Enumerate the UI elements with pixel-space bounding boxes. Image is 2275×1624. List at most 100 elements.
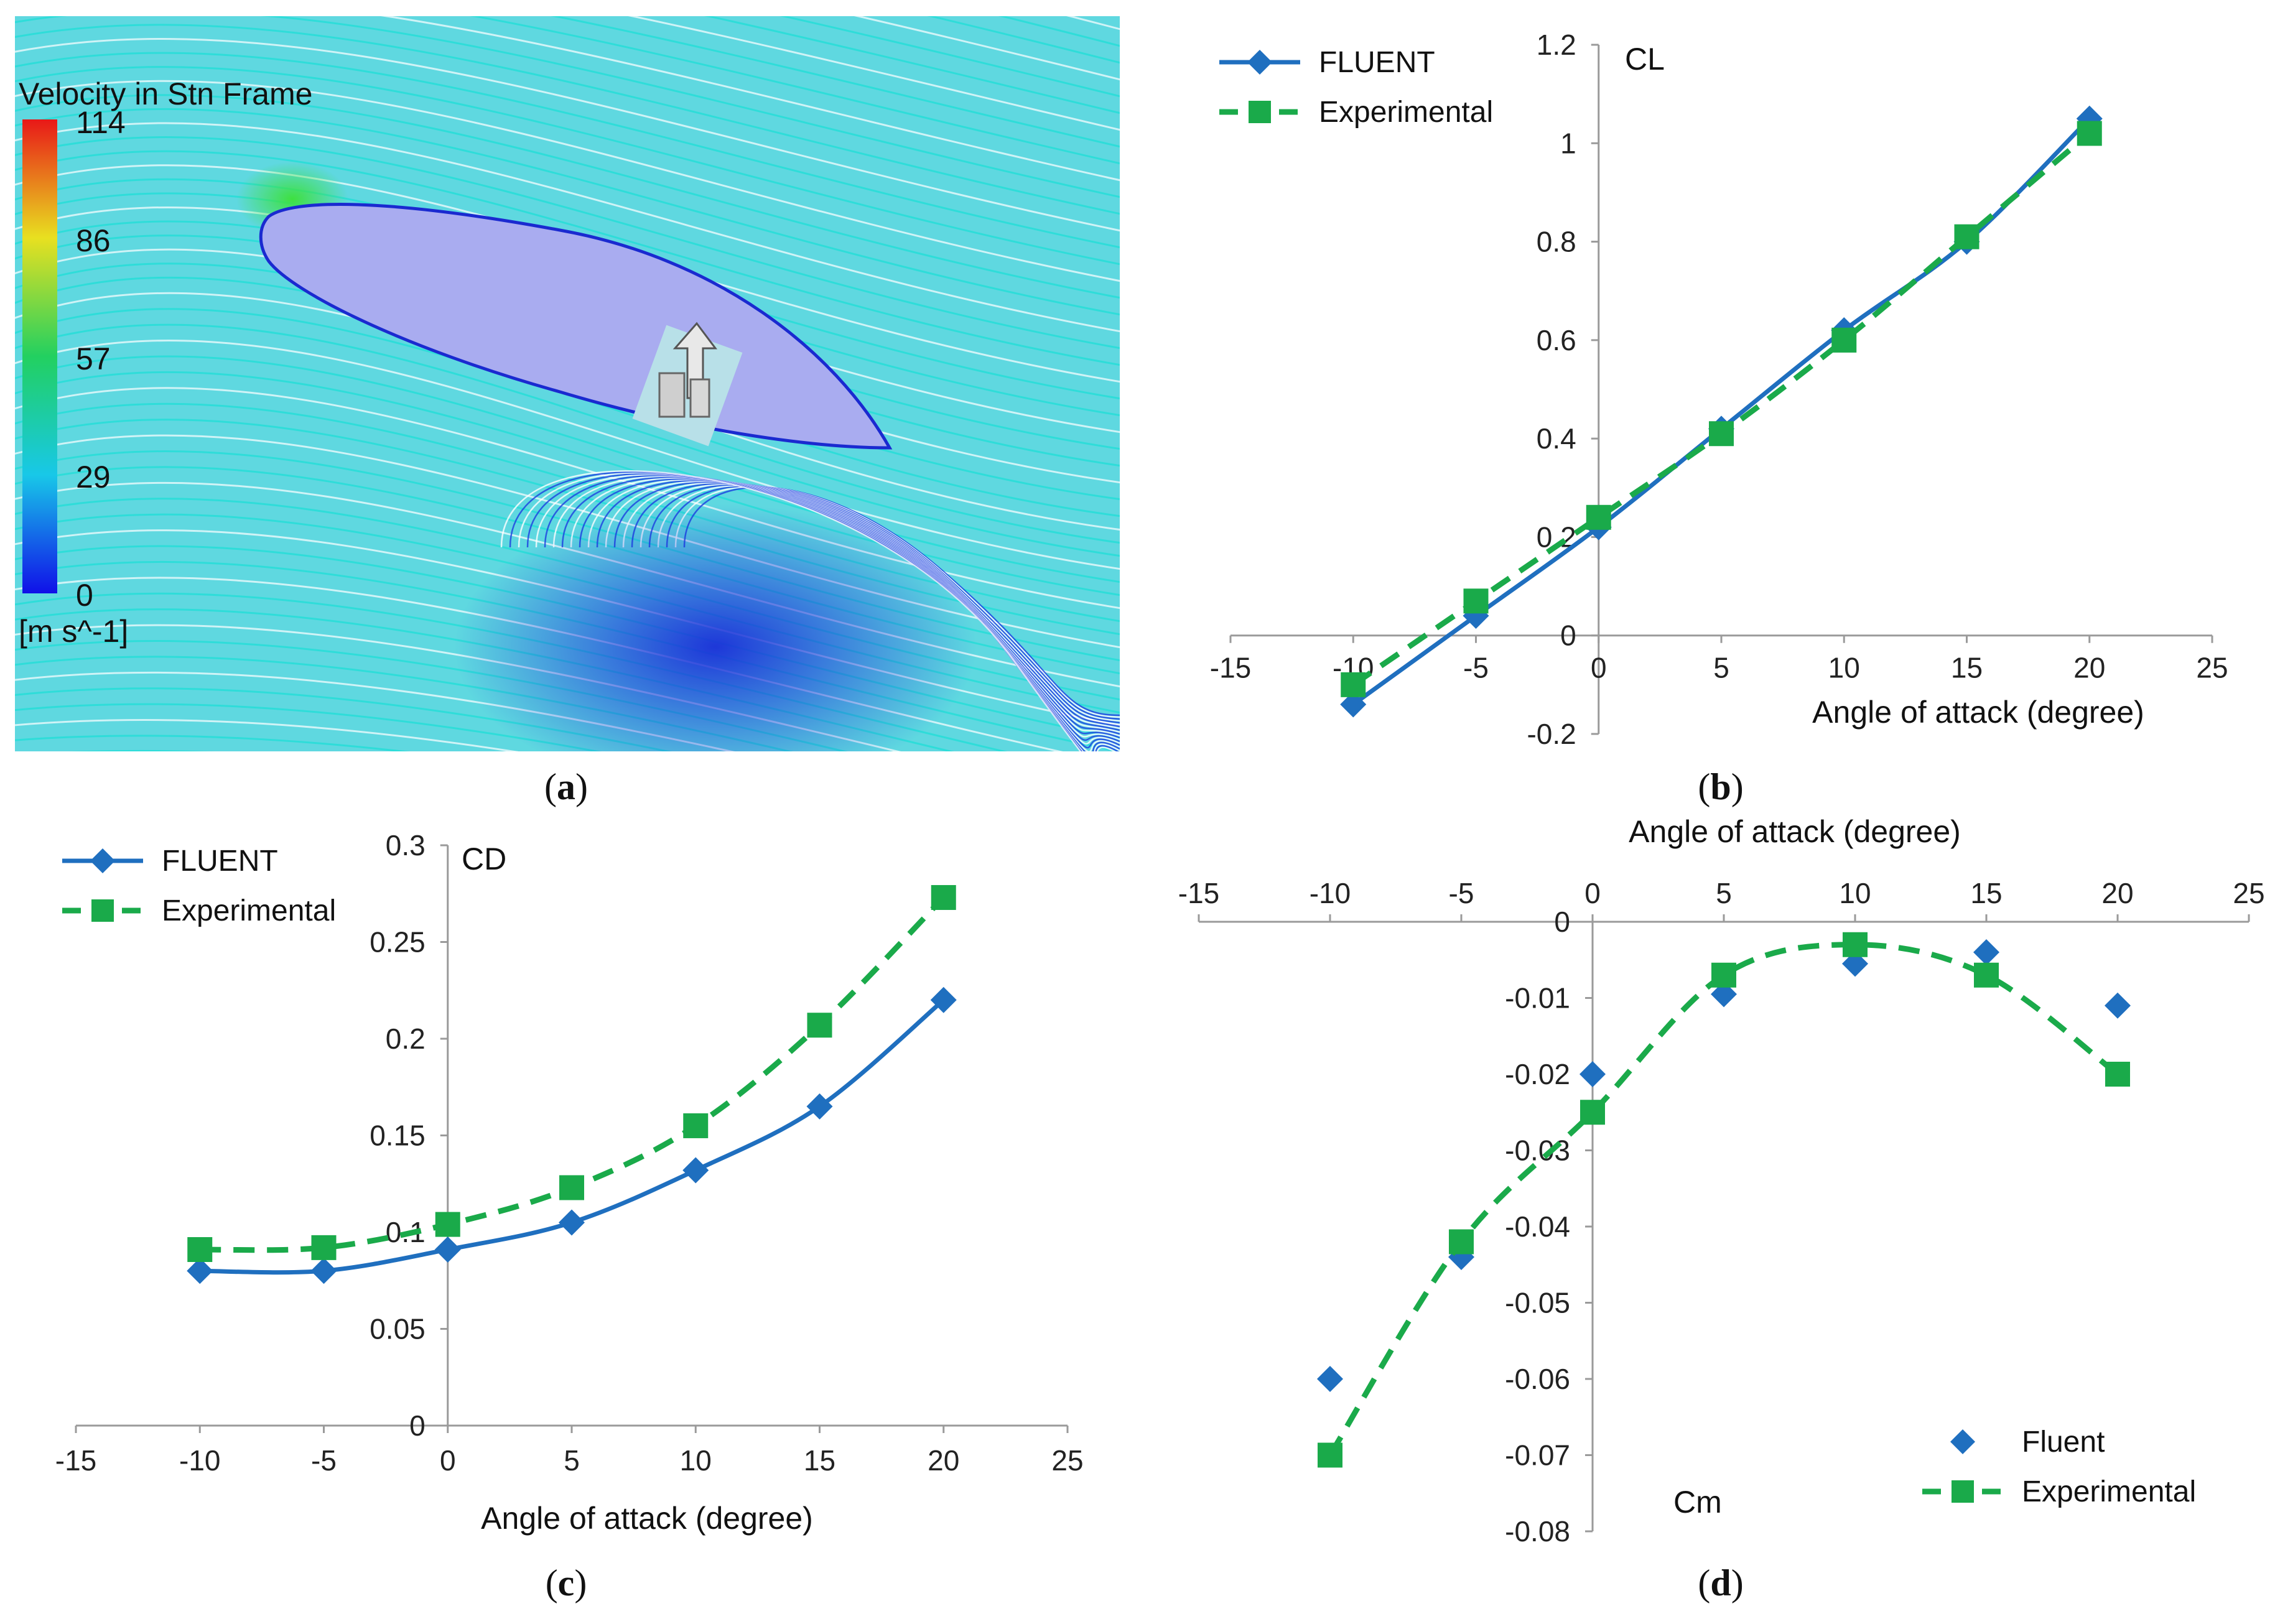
streamline (15, 24, 1120, 215)
data-point-experimental (807, 1013, 832, 1038)
data-point-experimental (2105, 1062, 2130, 1087)
colorbar-tick: 114 (76, 105, 126, 140)
velocity-colorbar (22, 119, 57, 593)
x-tick-label: -15 (1210, 652, 1251, 684)
streamline (15, 340, 1120, 570)
chart-moment-coefficient: -15 -10 -5 0 5 10 15 20 25 -0.08 -0.07 -0.06 -0.05 -0… (1178, 814, 2265, 1547)
y-tick-label: 0.05 (370, 1313, 426, 1345)
data-point-fluent (806, 1093, 833, 1120)
y-tick-label: 0.25 (370, 926, 426, 958)
y-tick-label: 0.6 (1537, 324, 1576, 356)
wake-region (454, 504, 977, 751)
data-point-experimental (1318, 1442, 1342, 1468)
x-tick-label: 15 (804, 1444, 835, 1477)
x-tick-label: 0 (440, 1444, 456, 1477)
chart-title: Cm (1673, 1485, 1722, 1520)
data-point-experimental (683, 1113, 709, 1138)
x-tick-label: -5 (1449, 877, 1474, 909)
data-point-experimental (435, 1212, 460, 1237)
colorbar-tick: 0 (76, 578, 93, 613)
streamline (15, 52, 1120, 249)
data-point-experimental (1449, 1229, 1474, 1255)
panel-label-c: (c) (546, 1562, 587, 1603)
x-tick-label: -15 (55, 1444, 96, 1477)
panel-label-paren: ( (546, 1562, 558, 1603)
data-point-experimental (187, 1237, 213, 1262)
data-point-experimental (1341, 672, 1366, 697)
panel-label-letter: a (557, 766, 575, 807)
y-tick-label: -0.07 (1505, 1439, 1570, 1472)
y-tick-label: -0.02 (1505, 1058, 1570, 1090)
panel-label-letter: c (558, 1562, 575, 1603)
panel-label-b: (b) (1698, 766, 1743, 807)
y-tick-label: 0.15 (370, 1120, 426, 1152)
fan-cavity (632, 322, 743, 447)
streamline (683, 486, 1120, 717)
chart-title: CD (462, 842, 506, 876)
streamline (15, 735, 411, 751)
streamline (15, 323, 1120, 557)
x-tick-label: 10 (680, 1444, 712, 1477)
legend-label: Experimental (162, 894, 336, 927)
data-point-experimental (1974, 962, 1999, 988)
y-tick-label: -0.01 (1505, 982, 1570, 1014)
colorbar-title: Velocity in Stn Frame (19, 77, 312, 111)
x-tick-label: -10 (1310, 877, 1351, 909)
y-tick-label: 0 (1560, 619, 1576, 652)
colorbar-tick: 86 (76, 223, 111, 258)
panel-a-flow-field: Velocity in Stn Frame 114 86 57 29 0 [m … (0, 16, 1151, 1023)
chart-drag-coefficient: -15 -10 -5 0 5 10 15 20 2500.050.10.150.20.250.3… (55, 829, 1084, 1536)
data-point-fluent (434, 1236, 461, 1263)
panel-label-paren: ( (1698, 1562, 1710, 1603)
x-tick-label: -10 (179, 1444, 220, 1477)
y-tick-label: 0.3 (386, 829, 426, 861)
y-tick-label: -0.06 (1505, 1363, 1570, 1395)
streamline (15, 371, 1120, 596)
x-tick-label: 20 (2101, 877, 2133, 909)
y-tick-label: 0.2 (386, 1023, 426, 1055)
x-tick-label: 20 (2073, 652, 2105, 684)
y-tick-label: 1.2 (1537, 29, 1576, 61)
x-axis-title: Angle of attack (degree) (1629, 814, 1961, 849)
y-tick-label: 0 (409, 1409, 426, 1442)
streamline (15, 719, 519, 751)
colorbar-unit: [m s^-1] (19, 614, 128, 649)
data-point-fluent (187, 1258, 213, 1284)
streamline (69, 749, 214, 751)
y-tick-label: -0.05 (1505, 1287, 1570, 1319)
x-tick-label: 15 (1951, 652, 1983, 684)
streamline (628, 16, 1120, 131)
streamline (500, 470, 1116, 751)
data-point-fluent (1973, 939, 1999, 965)
streamline (550, 16, 1120, 148)
x-axis-title: Angle of attack (degree) (1812, 695, 2144, 730)
y-tick-label: 0 (1554, 906, 1570, 938)
panel-label-a: (a) (544, 766, 588, 807)
streamline (704, 16, 1120, 114)
legend-marker (1952, 1480, 1974, 1503)
data-point-fluent (2105, 992, 2131, 1019)
streamline (0, 855, 1151, 1023)
x-axis-title: Angle of attack (degree) (481, 1501, 813, 1536)
x-tick-label: 0 (1591, 652, 1607, 684)
x-tick-label: 10 (1839, 877, 1871, 909)
data-point-experimental (311, 1235, 337, 1260)
data-point-experimental (1709, 421, 1734, 447)
x-tick-label: 20 (928, 1444, 959, 1477)
panel-label-letter: d (1710, 1562, 1731, 1603)
streamline (15, 66, 1120, 266)
streamline (15, 150, 1120, 366)
data-point-experimental (559, 1175, 584, 1200)
x-tick-label: 25 (2233, 877, 2264, 909)
x-tick-label: -15 (1178, 877, 1219, 909)
panel-label-paren: ) (1731, 1562, 1744, 1603)
streamline (15, 38, 1120, 232)
streamline (15, 94, 1120, 299)
streamline (15, 108, 1120, 316)
legend-label: Fluent (2022, 1426, 2105, 1459)
data-point-experimental (1580, 1100, 1605, 1125)
legend-label: Experimental (1319, 96, 1493, 129)
x-tick-label: 15 (1970, 877, 2002, 909)
panel-label-paren: ( (1698, 766, 1710, 807)
